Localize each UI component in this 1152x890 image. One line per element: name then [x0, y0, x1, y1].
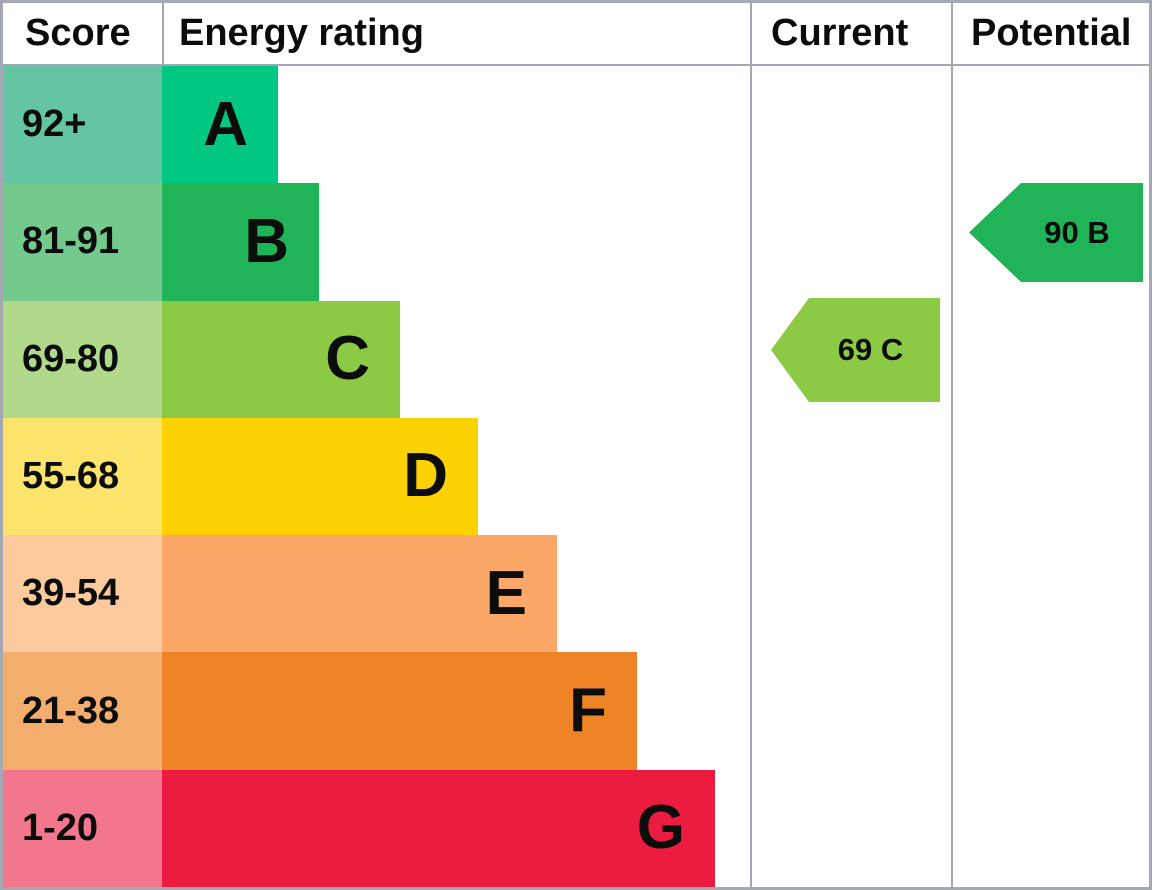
band-rows: 92+ A 81-91 B 69-80 C 55-68 D 39-54	[3, 66, 1149, 887]
score-range-label: 21-38	[22, 689, 120, 732]
current-rating-arrow: 69 C	[771, 298, 940, 402]
rating-band-bar: B	[162, 183, 319, 301]
rating-band-letter: B	[244, 206, 289, 276]
score-range-label: 1-20	[22, 806, 99, 849]
header-bottom-divider	[3, 64, 1149, 66]
score-range-label: 92+	[22, 103, 87, 146]
rating-band-letter: A	[203, 89, 248, 159]
rating-band-row: 69-80 C	[3, 300, 1149, 418]
score-column-divider	[162, 3, 164, 64]
energy-rating-column-header: Energy rating	[179, 12, 424, 54]
potential-column-header: Potential	[971, 12, 1132, 54]
score-column-header: Score	[25, 12, 131, 54]
score-range-cell: 1-20	[3, 769, 162, 887]
score-range-cell: 81-91	[3, 183, 162, 301]
rating-band-letter: E	[485, 558, 527, 628]
rating-band-letter: C	[325, 324, 370, 394]
score-range-cell: 21-38	[3, 652, 162, 770]
rating-band-bar: F	[162, 652, 637, 770]
rating-band-bar: C	[162, 300, 400, 418]
score-range-label: 81-91	[22, 220, 120, 263]
current-column-divider	[750, 3, 752, 887]
score-range-cell: 55-68	[3, 417, 162, 536]
rating-band-bar: A	[162, 66, 278, 184]
potential-rating-label: 90 B	[1044, 214, 1110, 250]
score-range-cell: 39-54	[3, 535, 162, 653]
rating-band-row: 1-20 G	[3, 769, 1149, 887]
rating-band-bar: E	[162, 535, 557, 653]
rating-band-row: 39-54 E	[3, 535, 1149, 653]
potential-column-divider	[951, 3, 953, 887]
rating-band-row: 21-38 F	[3, 652, 1149, 770]
rating-band-letter: D	[403, 441, 448, 511]
chart-header: Score Energy rating Current Potential	[3, 3, 1149, 64]
rating-band-bar: G	[162, 769, 715, 887]
current-rating-label: 69 C	[837, 332, 904, 367]
score-range-cell: 69-80	[3, 300, 162, 418]
score-range-label: 39-54	[22, 572, 120, 615]
rating-band-row: 81-91 B	[3, 183, 1149, 301]
rating-band-bar: D	[162, 417, 478, 536]
current-column-header: Current	[771, 12, 909, 54]
rating-band-row: 92+ A	[3, 66, 1149, 184]
score-range-label: 69-80	[22, 337, 120, 380]
score-range-label: 55-68	[22, 454, 120, 497]
rating-band-letter: G	[636, 793, 685, 863]
score-range-cell: 92+	[3, 66, 162, 184]
rating-band-letter: F	[569, 676, 607, 746]
rating-band-row: 55-68 D	[3, 417, 1149, 536]
